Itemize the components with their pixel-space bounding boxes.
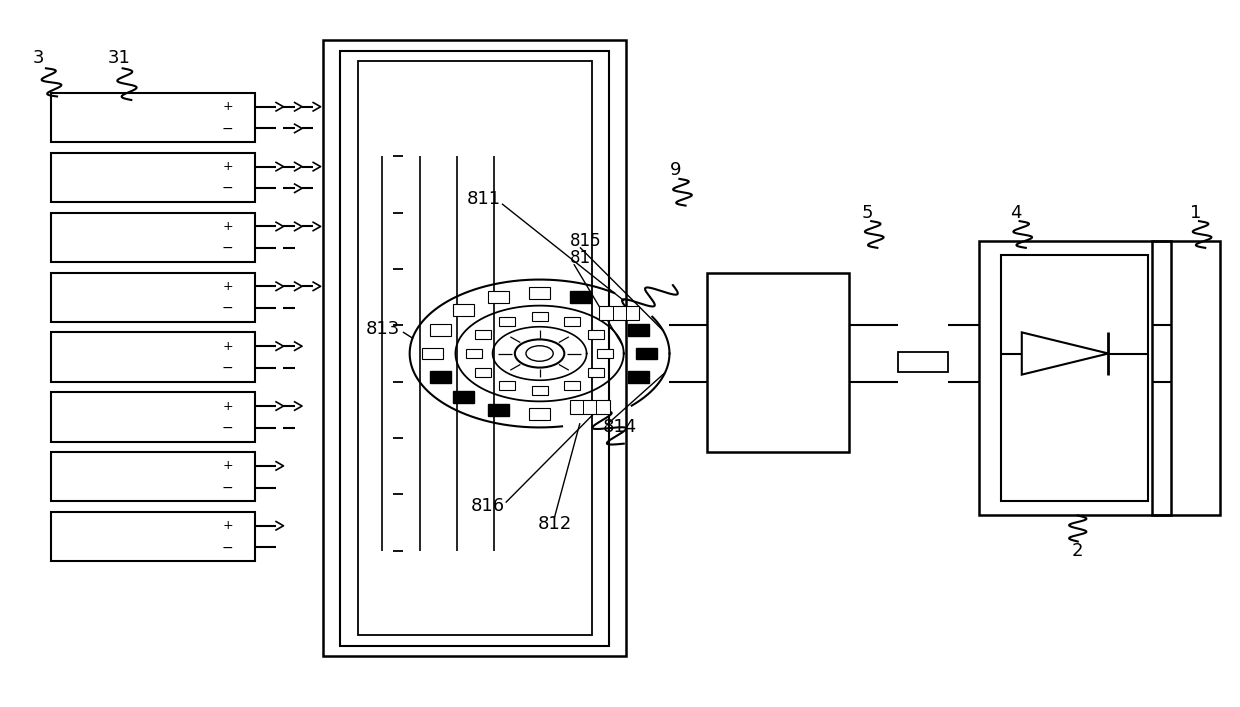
Bar [627,325,649,336]
Bar [498,317,515,326]
Bar [51,153,255,202]
Bar [51,213,255,262]
Text: −: − [222,361,233,375]
Text: 3: 3 [32,49,45,66]
Text: +: + [222,460,233,472]
Text: −: − [222,181,233,195]
Text: 812: 812 [537,515,572,533]
Bar [598,349,614,358]
Text: 811: 811 [466,189,501,208]
Bar [898,352,947,372]
Bar [489,291,510,303]
Bar [51,452,255,501]
Text: +: + [222,280,233,293]
Bar [529,286,551,298]
Bar [532,386,548,395]
Text: 2: 2 [1073,542,1084,560]
Bar [532,312,548,321]
Text: +: + [222,339,233,353]
Bar [570,291,591,303]
Bar [627,371,649,382]
Text: +: + [222,160,233,173]
Text: −: − [222,301,233,315]
Bar [475,330,491,339]
Text: +: + [222,220,233,233]
Text: 31: 31 [108,49,130,66]
Text: +: + [222,399,233,413]
Text: +: + [222,519,233,532]
Bar [588,368,604,377]
Bar [588,330,604,339]
Text: 9: 9 [670,161,682,180]
Bar [51,93,255,142]
Text: −: − [222,122,233,136]
Bar [707,272,849,452]
Text: 816: 816 [470,497,505,515]
Bar [529,409,551,421]
Bar [564,317,580,326]
Text: +: + [222,100,233,113]
Bar [51,332,255,382]
Bar [1152,241,1220,515]
Bar [454,390,475,402]
Text: 814: 814 [603,419,637,436]
Bar [1001,255,1148,501]
Bar [51,512,255,561]
Bar [475,368,491,377]
Bar [430,371,451,382]
Bar [466,349,482,358]
Bar [489,404,510,416]
Text: 4: 4 [1011,204,1022,222]
Bar [454,305,475,317]
Bar [357,62,591,635]
Text: −: − [222,481,233,495]
Text: 5: 5 [862,204,873,222]
Text: −: − [222,421,233,435]
Bar [570,400,610,414]
Bar [978,241,1171,515]
Bar [51,392,255,442]
Bar [599,305,639,320]
Bar [636,348,657,359]
Bar [324,40,626,656]
Bar [430,325,451,336]
Text: −: − [222,241,233,255]
Bar [498,381,515,390]
Text: 815: 815 [569,232,601,250]
Bar [422,348,443,359]
Bar [51,272,255,322]
Text: 813: 813 [366,320,399,338]
Bar [564,381,580,390]
Text: 1: 1 [1189,204,1202,222]
Text: 81: 81 [570,250,591,267]
Text: −: − [222,540,233,554]
Bar [341,51,609,645]
